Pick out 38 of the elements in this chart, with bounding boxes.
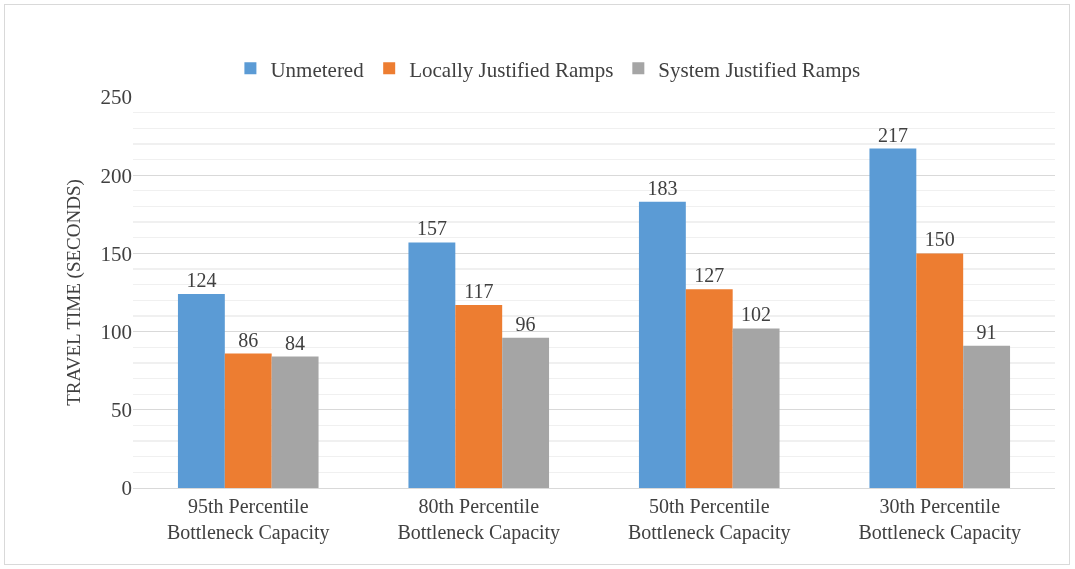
- data-label: 127: [694, 264, 725, 287]
- bar: [685, 289, 733, 488]
- x-tick-label: 95th Percentile Bottleneck Capacity: [166, 495, 330, 545]
- legend-label: Unmetered: [270, 57, 365, 82]
- legend-label: Locally Justified Ramps: [409, 57, 614, 82]
- data-label: 102: [741, 303, 772, 326]
- bar: [455, 305, 503, 488]
- y-tick-label: 150: [100, 241, 132, 266]
- data-label: 183: [647, 176, 678, 199]
- data-label: 150: [924, 228, 955, 251]
- y-tick-label: 200: [100, 163, 132, 188]
- bar: [963, 345, 1011, 488]
- bar: [408, 242, 456, 488]
- data-label: 96: [515, 312, 536, 335]
- y-tick-label: 50: [111, 398, 132, 423]
- bar: [224, 353, 272, 488]
- data-label: 91: [976, 320, 997, 343]
- bar: [271, 356, 319, 488]
- data-label: 84: [285, 331, 306, 354]
- y-axis-title: TRAVEL TIME (SECONDS): [63, 179, 86, 406]
- data-label: 217: [877, 123, 908, 146]
- x-tick-label: 50th Percentile Bottleneck Capacity: [627, 495, 791, 545]
- bar: [732, 328, 780, 488]
- data-label: 86: [238, 328, 259, 351]
- legend-label: System Justified Ramps: [658, 57, 861, 82]
- data-label: 157: [416, 217, 447, 240]
- bar: [916, 253, 964, 488]
- y-tick-label: 0: [121, 476, 132, 501]
- bar: [638, 201, 686, 488]
- bar: [177, 294, 225, 488]
- x-tick-label: 80th Percentile Bottleneck Capacity: [397, 495, 561, 545]
- y-tick-label: 100: [100, 319, 132, 344]
- x-tick-label: 30th Percentile Bottleneck Capacity: [858, 495, 1022, 545]
- data-label: 124: [186, 269, 217, 292]
- bar: [502, 337, 550, 488]
- y-tick-label: 250: [100, 85, 132, 110]
- bar: [869, 148, 917, 488]
- data-label: 117: [464, 280, 494, 303]
